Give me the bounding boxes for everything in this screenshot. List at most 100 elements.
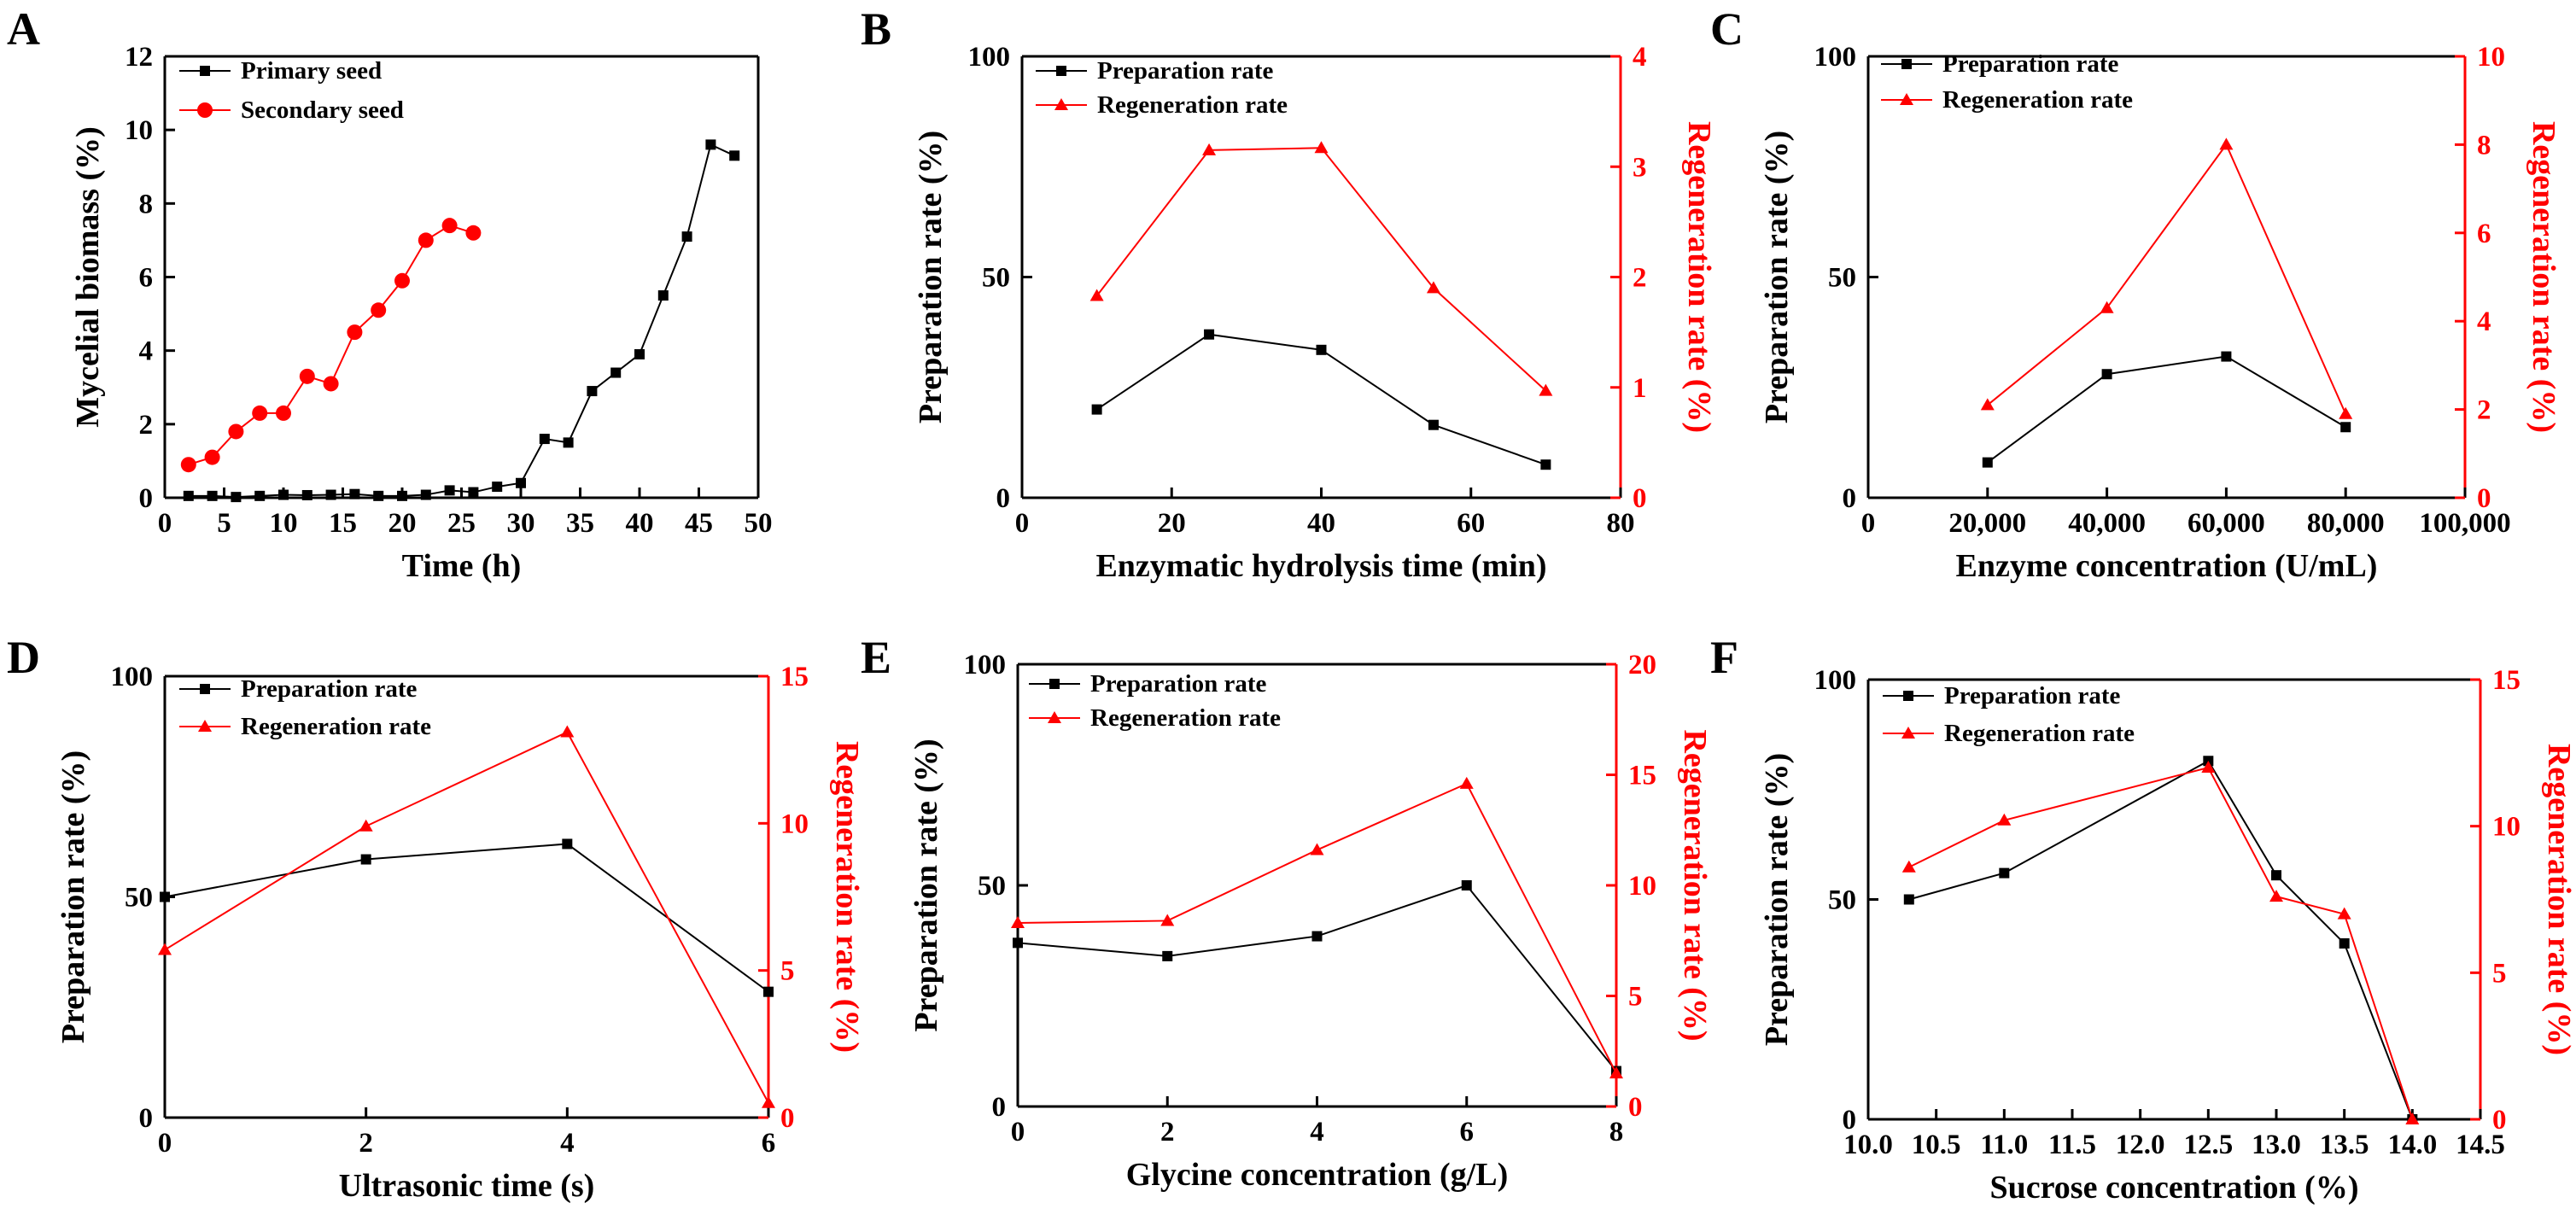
data-point [1162,950,1173,961]
legend-marker [1049,679,1060,689]
y-tick-label: 100 [1814,665,1857,696]
y-right-tick-label: 10 [2477,42,2505,73]
legend-label: Regeneration rate [1090,704,1281,732]
x-axis-title: Sucrose concentration (%) [1989,1170,2358,1206]
chart-panel-f: F 10.0 10.5 11.0 11.5 12.0 12.5 13.0 13.5 14.0 14.… [1710,632,2576,1206]
y-right-axis-title: Regeneration rate (%) [2541,744,2576,1055]
data-point [254,490,266,501]
x-tick-label: 80,000 [2307,508,2385,539]
x-tick-label: 35 [566,508,594,539]
data-point [2339,406,2353,419]
data-point [1461,880,1472,890]
x-tick-label: 40 [626,508,654,539]
y-right-tick-label: 6 [2477,219,2491,249]
y-tick-label: 100 [968,42,1011,73]
data-point [2340,422,2351,433]
y-tick-label: 0 [996,483,1011,514]
x-tick-label: 11.0 [1980,1130,2028,1160]
data-point [516,477,526,488]
y-right-tick-label: 4 [1633,42,1647,73]
y-tick-label: 0 [1843,483,1857,514]
data-point [562,838,573,850]
x-axis-title: Ultrasonic time (s) [339,1168,595,1204]
y-right-tick-label: 2 [1633,263,1647,294]
legend-marker [1048,711,1061,723]
x-tick-label: 10.0 [1843,1130,1893,1160]
data-point [2219,137,2234,150]
y-right-tick-label: 20 [1628,650,1656,680]
data-point [1540,459,1551,470]
legend-label: Regeneration rate [1942,86,2133,114]
data-point [563,437,574,448]
data-point [465,225,482,241]
data-point [610,367,622,378]
data-point [1428,419,1439,430]
chart-panel-a: A 0 5 10 15 20 25 30 35 40 45 50 0 2 4 6 8 10 12 Time (h) My… [7,3,773,584]
y-tick-label: 6 [139,263,154,294]
x-tick-label: 0 [158,1128,172,1159]
y-right-tick-label: 0 [780,1103,795,1134]
data-point [1903,894,1914,905]
data-point [492,482,503,493]
data-point [560,725,575,738]
legend-marker [1903,691,1913,701]
y-right-tick-label: 0 [1633,483,1647,514]
y-right-tick-label: 0 [2477,483,2491,514]
data-point [1204,329,1215,340]
series-line-0 [1987,355,2346,464]
y-tick-label: 8 [139,189,154,219]
y-tick-label: 50 [982,263,1010,294]
data-point [207,490,218,501]
data-point [1089,289,1104,301]
x-axis-title: Glycine concentration (g/L) [1126,1157,1508,1193]
data-point [762,1095,775,1108]
x-tick-label: 8 [1609,1117,1624,1147]
y-right-tick-label: 4 [2477,307,2491,337]
x-tick-label: 2 [359,1128,373,1159]
data-point [1982,457,1993,468]
legend-label: Preparation rate [1090,670,1267,698]
y-axis-title: Preparation rate (%) [1759,753,1795,1046]
x-tick-label: 100,000 [2419,508,2510,539]
y-tick-label: 100 [964,650,1007,680]
series-line-1 [1017,782,1617,1074]
x-tick-label: 6 [762,1128,776,1159]
data-point [1980,398,1995,411]
series-line-0 [1017,884,1617,1072]
y-right-tick-label: 1 [1633,373,1647,404]
y-right-tick-label: 5 [1628,982,1643,1013]
data-point [183,490,194,501]
series-line-1 [1987,143,2347,415]
y-tick-label: 100 [111,662,154,692]
y-right-tick-label: 10 [1628,871,1656,902]
x-axis-title: Time (h) [402,548,522,584]
data-point [1311,931,1323,942]
data-point [1609,1066,1623,1079]
data-point [1316,344,1327,355]
data-point [729,150,740,161]
x-tick-label: 0 [1015,508,1030,539]
x-tick-label: 13.5 [2320,1130,2369,1160]
data-point [299,368,315,384]
series-line-0 [1908,759,2414,1120]
x-tick-label: 14.5 [2456,1130,2505,1160]
y-tick-label: 50 [125,883,153,914]
data-point [360,854,371,865]
y-right-tick-label: 15 [780,662,809,692]
y-axis-title: Preparation rate (%) [913,131,949,423]
chart-panel-c: C0 20,000 40,000 60,000 80,000 100,0000501000… [1710,3,2561,584]
data-point [228,423,244,440]
y-axis-title: Preparation rate (%) [908,739,944,1031]
panel-letter: F [1710,632,1738,683]
x-tick-label: 45 [685,508,713,539]
legend-label: Regeneration rate [1944,720,2135,747]
y-axis-title: Preparation rate (%) [55,750,91,1043]
data-point [418,232,434,248]
legend-marker [197,102,213,118]
series-line-0 [188,143,735,499]
data-point [1011,916,1025,929]
